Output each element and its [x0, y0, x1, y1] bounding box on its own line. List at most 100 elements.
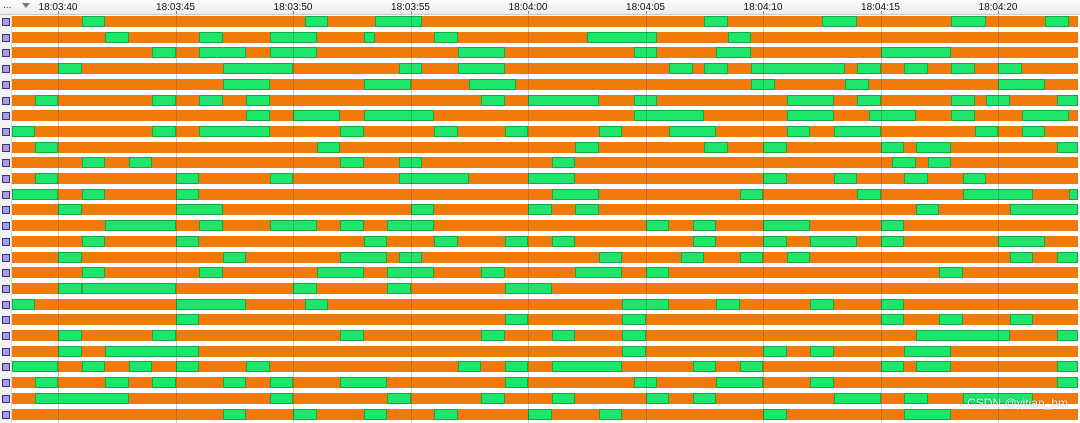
- thread-row[interactable]: [12, 408, 1078, 420]
- sleeping-segment: [904, 173, 928, 184]
- thread-row[interactable]: [12, 173, 1078, 184]
- sort-arrow-icon[interactable]: [22, 3, 30, 8]
- thread-icon[interactable]: [2, 410, 10, 419]
- thread-row[interactable]: [12, 188, 1078, 200]
- sleeping-segment: [892, 157, 916, 169]
- thread-icon[interactable]: [2, 363, 10, 372]
- thread-icon[interactable]: [2, 394, 10, 403]
- gridline: [58, 15, 59, 423]
- thread-row[interactable]: [12, 63, 1078, 75]
- sleeping-segment: [340, 220, 364, 232]
- tick-mark: [763, 11, 764, 14]
- sleeping-segment: [880, 314, 904, 326]
- thread-icon[interactable]: [2, 206, 10, 215]
- thread-icon[interactable]: [2, 33, 10, 42]
- thread-row[interactable]: [12, 314, 1078, 326]
- thread-icon[interactable]: [2, 284, 10, 293]
- thread-icon[interactable]: [2, 347, 10, 356]
- running-segment: [12, 314, 1078, 326]
- thread-icon[interactable]: [2, 379, 10, 388]
- thread-icon[interactable]: [2, 112, 10, 121]
- sleeping-segment: [398, 251, 423, 263]
- menu-dots-icon[interactable]: ...: [3, 0, 12, 11]
- sleeping-segment: [528, 204, 552, 216]
- thread-icon[interactable]: [2, 237, 10, 246]
- thread-icon[interactable]: [2, 253, 10, 262]
- thread-icon[interactable]: [2, 96, 10, 105]
- sleeping-segment: [998, 235, 1045, 247]
- thread-row[interactable]: [12, 31, 1078, 43]
- thread-row[interactable]: [12, 78, 1078, 90]
- thread-row[interactable]: [12, 94, 1078, 106]
- sleeping-segment: [821, 16, 857, 27]
- thread-row[interactable]: [12, 392, 1078, 404]
- thread-row[interactable]: [12, 141, 1078, 153]
- sleeping-segment: [293, 408, 317, 420]
- thread-icon[interactable]: [2, 18, 10, 26]
- thread-row[interactable]: [12, 125, 1078, 137]
- sleeping-segment: [633, 47, 658, 59]
- sleeping-segment: [457, 63, 505, 75]
- sleeping-segment: [34, 392, 129, 404]
- tick-mark: [175, 11, 177, 14]
- sleeping-segment: [645, 392, 669, 404]
- sleeping-segment: [810, 377, 834, 389]
- sleeping-segment: [692, 392, 716, 404]
- gridline: [293, 15, 294, 423]
- sleeping-segment: [199, 31, 223, 43]
- thread-row[interactable]: [12, 251, 1078, 263]
- sleeping-segment: [81, 157, 105, 169]
- sleeping-segment: [105, 377, 129, 389]
- sleeping-segment: [128, 157, 152, 169]
- sleeping-segment: [692, 361, 716, 373]
- sleeping-segment: [786, 110, 834, 122]
- thread-icon[interactable]: [2, 300, 10, 309]
- thread-icon[interactable]: [2, 80, 10, 89]
- thread-row[interactable]: [12, 267, 1078, 279]
- thread-icon[interactable]: [2, 222, 10, 231]
- thread-icon[interactable]: [2, 49, 10, 58]
- sleeping-segment: [12, 188, 58, 200]
- sleeping-segment: [269, 31, 317, 43]
- thread-icon[interactable]: [2, 190, 10, 199]
- tick-label: 18:04:00: [508, 2, 548, 13]
- thread-row[interactable]: [12, 204, 1078, 216]
- thread-row[interactable]: [12, 47, 1078, 59]
- sleeping-segment: [246, 361, 270, 373]
- running-segment: [12, 188, 1078, 200]
- thread-icon[interactable]: [2, 65, 10, 74]
- sleeping-segment: [915, 141, 951, 153]
- gridline: [880, 15, 882, 423]
- running-segment: [12, 141, 1078, 153]
- sleeping-segment: [751, 63, 846, 75]
- thread-row[interactable]: [12, 345, 1078, 357]
- thread-row[interactable]: [12, 110, 1078, 122]
- sleeping-segment: [692, 235, 716, 247]
- thread-icon[interactable]: [2, 127, 10, 136]
- sleeping-segment: [1009, 251, 1034, 263]
- sleeping-segment: [962, 392, 1034, 404]
- sleeping-segment: [575, 204, 599, 216]
- sleeping-segment: [12, 125, 35, 137]
- thread-icon-column: [0, 15, 12, 423]
- thread-icon[interactable]: [2, 175, 10, 183]
- thread-row[interactable]: [12, 298, 1078, 310]
- thread-icon[interactable]: [2, 316, 10, 325]
- thread-icon[interactable]: [2, 143, 10, 152]
- tick-mark: [880, 11, 882, 14]
- thread-icon[interactable]: [2, 332, 10, 340]
- thread-icon[interactable]: [2, 159, 10, 168]
- tick-label: 18:03:45: [156, 2, 195, 13]
- thread-row[interactable]: [12, 330, 1078, 341]
- thread-row[interactable]: [12, 220, 1078, 232]
- sleeping-segment: [763, 235, 787, 247]
- thread-row[interactable]: [12, 157, 1078, 169]
- thread-row[interactable]: [12, 377, 1078, 389]
- sleeping-segment: [304, 298, 329, 310]
- thread-row[interactable]: [12, 16, 1078, 27]
- thread-row[interactable]: [12, 361, 1078, 373]
- thread-row[interactable]: [12, 235, 1078, 247]
- sleeping-segment: [152, 377, 176, 389]
- thread-row[interactable]: [12, 282, 1078, 294]
- thread-icon[interactable]: [2, 269, 10, 278]
